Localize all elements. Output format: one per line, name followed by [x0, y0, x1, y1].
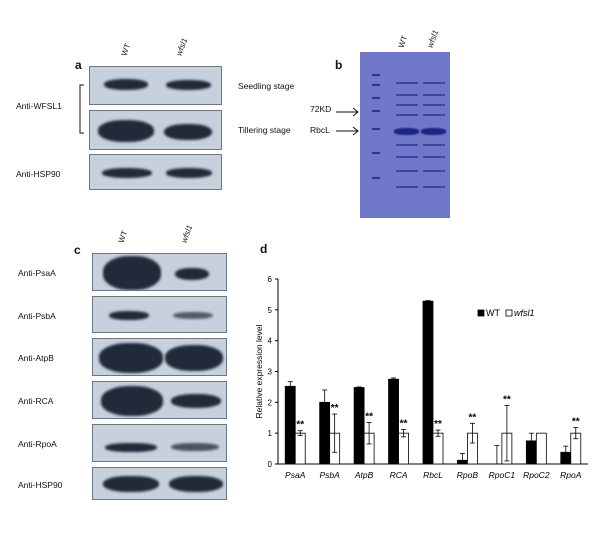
panel-b-letter: b — [335, 58, 343, 72]
blot-psba — [92, 296, 227, 333]
significance-label: ** — [469, 412, 477, 423]
significance-label: ** — [400, 418, 408, 429]
panel-c-col-wt: WT — [116, 229, 130, 244]
x-tick-label: RpoC2 — [523, 470, 550, 480]
x-tick-label: RCA — [390, 470, 408, 480]
blot-wfsl1-seedling — [89, 66, 222, 105]
y-axis-label: Relative expression level — [254, 324, 264, 418]
panel-b-col-wfsl1: wfsl1 — [425, 28, 441, 49]
blot-rpoa — [92, 424, 227, 462]
y-tick-label: 3 — [268, 368, 273, 377]
blot-wfsl1-tillering — [89, 110, 222, 150]
bar-wfsl1 — [432, 432, 444, 465]
significance-label: ** — [503, 394, 511, 405]
label-seedling-stage: Seedling stage — [238, 81, 295, 91]
blot-psaa — [92, 253, 227, 291]
bar-wt — [284, 385, 296, 465]
blot-rca — [92, 381, 227, 419]
x-tick-label: RpoA — [560, 470, 582, 480]
y-tick-label: 5 — [268, 306, 273, 315]
panel-b-col-wt: WT — [396, 34, 410, 49]
label-anti-rca: Anti-RCA — [18, 396, 54, 406]
label-anti-psaa: Anti-PsaA — [18, 268, 56, 278]
y-tick-label: 4 — [268, 337, 273, 346]
legend-swatch-wfsl1 — [505, 309, 513, 317]
bracket — [79, 84, 84, 134]
panel-c-col-wfsl1: wfsl1 — [179, 223, 195, 244]
label-anti-psba: Anti-PsbA — [18, 311, 56, 321]
y-tick-label: 2 — [268, 398, 273, 407]
sds-page-gel — [360, 52, 450, 218]
legend-label-wt: WT — [486, 308, 500, 318]
legend-label-wfsl1: wfsl1 — [514, 308, 535, 318]
bar-wfsl1 — [294, 432, 306, 465]
expression-chart: 0 1 2 3 4 5 6 Relative expression level ** PsaA **… — [254, 275, 588, 480]
panel-a-letter: a — [75, 58, 82, 72]
panel-a-col-wfsl1: wfsl1 — [174, 36, 190, 57]
bar-wt — [422, 300, 434, 465]
panel-c-letter: c — [74, 243, 81, 257]
significance-label: ** — [434, 419, 442, 430]
y-tick-label: 1 — [268, 429, 273, 438]
blot-hsp90-a — [89, 154, 222, 190]
label-tillering-stage: Tillering stage — [238, 125, 291, 135]
bar-wfsl1 — [398, 432, 409, 465]
significance-label: ** — [365, 411, 373, 422]
significance-label: ** — [296, 420, 304, 431]
x-tick-label: RbcL — [423, 470, 443, 480]
panel-d-letter: d — [260, 242, 268, 256]
bar-wfsl1 — [535, 432, 547, 465]
significance-label: ** — [331, 403, 339, 414]
label-anti-wfsl1: Anti-WFSL1 — [16, 101, 62, 111]
x-tick-label: PsbA — [320, 470, 341, 480]
label-72kd: 72KD — [310, 104, 332, 114]
label-rbcl: RbcL — [310, 125, 330, 135]
bar-wt — [353, 387, 365, 465]
gel-arrows — [336, 107, 359, 136]
label-anti-rpoa: Anti-RpoA — [18, 439, 57, 449]
label-anti-atpb: Anti-AtpB — [18, 353, 54, 363]
x-tick-label: RpoB — [457, 470, 479, 480]
legend-swatch-wt — [477, 309, 485, 317]
y-tick-label: 0 — [268, 460, 273, 469]
y-tick-label: 6 — [268, 275, 273, 284]
x-tick-label: AtpB — [354, 470, 374, 480]
panel-a-col-wt: WT — [119, 42, 133, 57]
bar-wt — [388, 378, 399, 465]
blot-hsp90-c — [92, 467, 227, 500]
x-tick-label: PsaA — [285, 470, 306, 480]
label-anti-hsp90-a: Anti-HSP90 — [16, 169, 61, 179]
blot-atpb — [92, 338, 227, 376]
significance-label: ** — [572, 417, 580, 428]
label-anti-hsp90-c: Anti-HSP90 — [18, 480, 63, 490]
x-tick-label: RpoC1 — [489, 470, 516, 480]
